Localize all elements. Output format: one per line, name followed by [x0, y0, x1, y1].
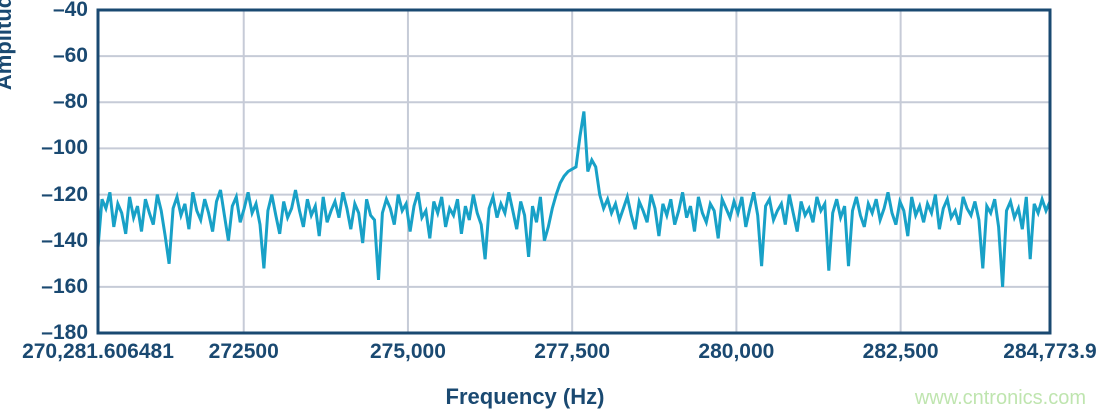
spectrum-trace: [96, 111, 1052, 287]
y-tick-label: –100: [41, 136, 88, 160]
y-tick-label: –80: [52, 90, 88, 114]
y-tick-label: –120: [41, 182, 88, 206]
x-axis-title: Frequency (Hz): [445, 384, 605, 409]
y-tick-label: –40: [52, 0, 88, 21]
x-tick-label: 272500: [208, 340, 279, 363]
y-tick-label: –180: [41, 321, 88, 344]
x-tick-label: 270,281.606481: [22, 340, 174, 363]
x-tick-label: 277,500: [534, 340, 611, 363]
x-tick-label: 282,500: [862, 340, 939, 363]
y-tick-label: –160: [41, 274, 88, 298]
x-tick-label: 284,773.9: [1003, 340, 1097, 363]
plot-border: [96, 8, 1052, 335]
watermark: www.cntronics.com: [914, 387, 1086, 409]
y-axis-title: Amplitude (dBFS): [0, 0, 17, 90]
x-tick-label: 275,000: [369, 340, 446, 363]
x-tick-label: 280,000: [698, 340, 775, 363]
y-tick-label: –60: [52, 44, 88, 68]
y-tick-label: –140: [41, 228, 88, 252]
